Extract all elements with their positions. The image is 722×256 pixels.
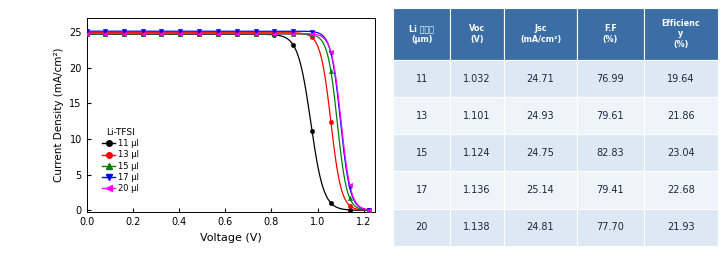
FancyBboxPatch shape [504, 134, 577, 172]
FancyBboxPatch shape [577, 172, 644, 209]
Text: 76.99: 76.99 [596, 74, 625, 84]
FancyBboxPatch shape [504, 209, 577, 246]
Text: Jsc
(mA/cm²): Jsc (mA/cm²) [520, 24, 561, 44]
FancyBboxPatch shape [393, 8, 451, 60]
Text: Li 첨가량
(μm): Li 첨가량 (μm) [409, 24, 435, 44]
FancyBboxPatch shape [577, 209, 644, 246]
FancyBboxPatch shape [393, 134, 451, 172]
FancyBboxPatch shape [644, 209, 718, 246]
Legend: 11 μl, 13 μl, 15 μl, 17 μl, 20 μl: 11 μl, 13 μl, 15 μl, 17 μl, 20 μl [103, 128, 139, 193]
Text: 22.68: 22.68 [667, 185, 695, 195]
FancyBboxPatch shape [644, 172, 718, 209]
X-axis label: Voltage (V): Voltage (V) [200, 233, 262, 243]
Text: F.F
(%): F.F (%) [603, 24, 618, 44]
FancyBboxPatch shape [393, 60, 451, 97]
Text: 1.101: 1.101 [464, 111, 491, 121]
FancyBboxPatch shape [393, 209, 451, 246]
Text: 24.81: 24.81 [526, 222, 554, 232]
Text: 19.64: 19.64 [667, 74, 695, 84]
FancyBboxPatch shape [504, 60, 577, 97]
FancyBboxPatch shape [451, 172, 504, 209]
Text: 79.61: 79.61 [596, 111, 625, 121]
FancyBboxPatch shape [644, 8, 718, 60]
Text: 15: 15 [416, 148, 428, 158]
FancyBboxPatch shape [504, 97, 577, 134]
Text: 13: 13 [416, 111, 428, 121]
FancyBboxPatch shape [644, 60, 718, 97]
FancyBboxPatch shape [577, 8, 644, 60]
FancyBboxPatch shape [504, 172, 577, 209]
Text: Voc
(V): Voc (V) [469, 24, 485, 44]
Text: 24.75: 24.75 [526, 148, 554, 158]
FancyBboxPatch shape [393, 172, 451, 209]
Y-axis label: Current Density (mA/cm²): Current Density (mA/cm²) [53, 48, 64, 183]
Text: 21.86: 21.86 [667, 111, 695, 121]
Text: 23.04: 23.04 [667, 148, 695, 158]
Text: 82.83: 82.83 [596, 148, 625, 158]
Text: 77.70: 77.70 [596, 222, 625, 232]
FancyBboxPatch shape [644, 134, 718, 172]
FancyBboxPatch shape [451, 8, 504, 60]
Text: 1.136: 1.136 [464, 185, 491, 195]
Text: 24.93: 24.93 [526, 111, 554, 121]
Text: 1.124: 1.124 [464, 148, 491, 158]
Text: 11: 11 [416, 74, 428, 84]
Text: 24.71: 24.71 [526, 74, 554, 84]
FancyBboxPatch shape [644, 97, 718, 134]
FancyBboxPatch shape [577, 60, 644, 97]
Text: 25.14: 25.14 [526, 185, 554, 195]
FancyBboxPatch shape [451, 60, 504, 97]
FancyBboxPatch shape [451, 209, 504, 246]
Text: 1.032: 1.032 [464, 74, 491, 84]
Text: 20: 20 [416, 222, 428, 232]
Text: 79.41: 79.41 [596, 185, 625, 195]
Text: Efficienc
y
(%): Efficienc y (%) [662, 19, 700, 49]
Text: 17: 17 [416, 185, 428, 195]
FancyBboxPatch shape [451, 134, 504, 172]
FancyBboxPatch shape [577, 134, 644, 172]
Text: 1.138: 1.138 [464, 222, 491, 232]
FancyBboxPatch shape [451, 97, 504, 134]
FancyBboxPatch shape [577, 97, 644, 134]
Text: 21.93: 21.93 [667, 222, 695, 232]
FancyBboxPatch shape [504, 8, 577, 60]
FancyBboxPatch shape [393, 97, 451, 134]
